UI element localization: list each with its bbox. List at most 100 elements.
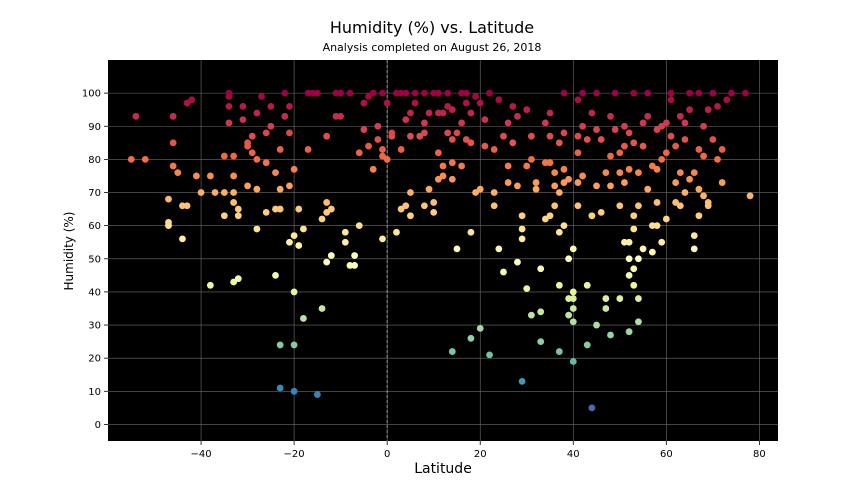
data-point: [695, 146, 703, 153]
data-point: [579, 122, 586, 130]
data-point: [644, 112, 652, 120]
data-point: [430, 199, 438, 206]
data-point: [276, 185, 284, 193]
data-point: [676, 169, 684, 177]
data-point: [253, 185, 261, 193]
data-point: [290, 387, 298, 395]
data-point: [425, 109, 433, 117]
data-point: [611, 89, 619, 97]
data-point: [420, 202, 428, 210]
data-point: [681, 119, 689, 127]
data-point: [174, 169, 182, 177]
y-axis-label: Humidity (%): [62, 212, 76, 291]
data-point: [621, 179, 628, 186]
data-point: [244, 182, 251, 190]
data-point: [179, 235, 186, 243]
data-point: [639, 245, 647, 253]
data-point: [286, 238, 293, 246]
data-point: [602, 305, 610, 312]
chart-title: Humidity (%) vs. Latitude: [330, 18, 534, 37]
data-point: [225, 89, 233, 97]
data-point: [700, 192, 707, 200]
data-point: [169, 162, 177, 170]
data-point: [286, 129, 293, 137]
data-point: [318, 215, 326, 223]
data-point: [686, 175, 693, 183]
data-point: [607, 331, 614, 339]
data-point: [220, 212, 228, 220]
data-point: [486, 89, 493, 97]
data-point: [434, 109, 442, 117]
data-point: [528, 132, 535, 140]
data-point: [565, 255, 573, 263]
data-point: [653, 165, 661, 173]
data-point: [574, 96, 582, 104]
data-point: [537, 265, 545, 273]
data-point: [230, 189, 238, 196]
grid-lines: [108, 60, 778, 441]
data-point: [569, 318, 577, 326]
data-point: [327, 252, 335, 259]
data-point: [681, 189, 689, 196]
data-point: [518, 377, 526, 385]
data-point: [588, 212, 596, 220]
data-point: [569, 288, 577, 296]
data-point: [667, 89, 675, 97]
data-point: [448, 159, 456, 167]
data-point: [555, 348, 563, 355]
data-point: [709, 136, 717, 143]
data-point: [444, 129, 452, 137]
data-point: [230, 152, 238, 160]
data-point: [616, 202, 624, 210]
data-point: [472, 93, 479, 100]
x-tick-label: 0: [384, 449, 390, 460]
data-point: [458, 162, 466, 170]
data-point: [332, 112, 340, 120]
data-point: [290, 288, 298, 296]
data-point: [290, 341, 298, 349]
data-point: [625, 165, 633, 173]
data-point: [430, 89, 438, 97]
data-point: [439, 109, 447, 117]
data-point: [593, 89, 600, 97]
data-point: [369, 89, 377, 97]
data-point: [690, 232, 698, 239]
x-tick-label: 80: [753, 449, 766, 460]
data-point: [644, 185, 652, 193]
data-point: [560, 222, 568, 230]
data-point: [248, 149, 256, 157]
data-point: [351, 262, 358, 269]
data-point: [518, 225, 526, 233]
data-point: [723, 96, 731, 104]
data-point: [448, 106, 456, 114]
data-point: [476, 99, 484, 107]
data-point: [523, 285, 531, 292]
data-point: [169, 112, 177, 120]
data-point: [635, 169, 642, 177]
y-tick-label: 70: [88, 188, 101, 199]
data-point: [574, 179, 582, 186]
data-point: [709, 89, 717, 97]
data-point: [528, 155, 535, 163]
data-point: [253, 155, 261, 163]
data-point: [662, 119, 670, 127]
data-point: [309, 89, 317, 97]
x-tick-label: 60: [660, 449, 673, 460]
data-point: [393, 228, 400, 236]
data-point: [690, 169, 698, 177]
data-point: [304, 89, 312, 97]
data-point: [341, 238, 349, 246]
data-point: [644, 89, 652, 97]
data-point: [476, 185, 484, 193]
data-point: [700, 152, 707, 160]
data-point: [523, 106, 531, 114]
data-point: [588, 404, 596, 412]
data-point: [681, 136, 689, 143]
data-point: [635, 318, 642, 326]
data-point: [193, 172, 200, 180]
y-axis-ticks: 0 10 20 30 40 50 60 70 80 90 100: [82, 89, 108, 431]
data-point: [518, 235, 526, 243]
data-point: [630, 139, 638, 147]
data-point: [560, 89, 568, 97]
data-point: [272, 271, 279, 279]
